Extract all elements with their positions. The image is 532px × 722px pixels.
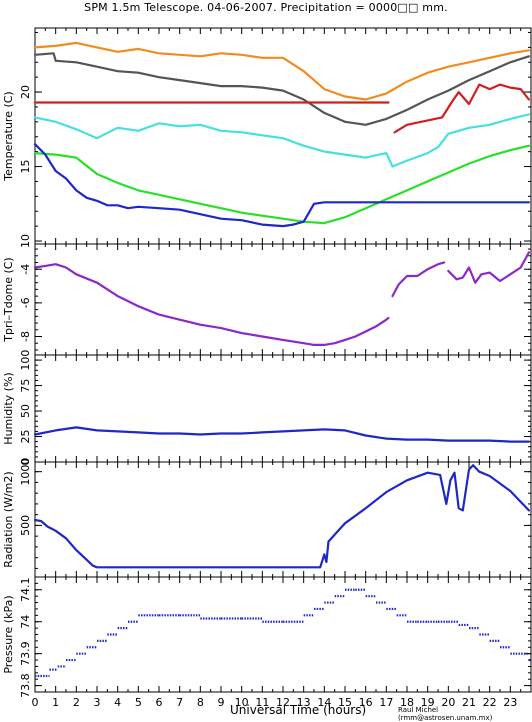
series-line <box>447 251 531 284</box>
y-tick-label: -4 <box>19 264 32 275</box>
x-tick-label: 23 <box>503 696 517 709</box>
y-tick-label: 25 <box>19 430 32 444</box>
y-axis-label: Temperature (C) <box>2 91 15 181</box>
y-axis-label: Tpri–Tdome (C) <box>2 257 15 342</box>
x-axis-label: Universal Time (hours) <box>230 703 367 717</box>
x-tick-label: 3 <box>94 696 101 709</box>
x-tick-label: 16 <box>359 696 373 709</box>
panel-frame <box>34 461 532 578</box>
y-tick-label: 500 <box>19 515 32 536</box>
series-line <box>33 113 531 168</box>
y-axis-label: Radiation (W/m2) <box>2 471 15 567</box>
x-tick-label: 17 <box>379 696 393 709</box>
series-line <box>33 426 531 443</box>
x-tick-label: 7 <box>176 696 183 709</box>
x-tick-label: 15 <box>338 696 352 709</box>
panel-frame <box>34 243 532 356</box>
y-tick-label: -6 <box>19 297 32 308</box>
series-line <box>33 143 531 228</box>
y-tick-label: 15 <box>19 160 32 174</box>
y-tick-label: 74.1 <box>19 578 32 603</box>
x-tick-label: 18 <box>400 696 414 709</box>
y-axis-label: Pressure (kPa) <box>2 595 15 673</box>
x-tick-label: 10 <box>235 696 249 709</box>
y-tick-label: 75 <box>19 379 32 393</box>
series-line <box>33 464 531 569</box>
y-tick-label: 1000 <box>19 458 32 486</box>
x-tick-label: 13 <box>297 696 311 709</box>
x-tick-label: 2 <box>73 696 80 709</box>
x-tick-label: 22 <box>483 696 497 709</box>
x-tick-label: 12 <box>276 696 290 709</box>
y-tick-label: 74 <box>19 615 32 629</box>
y-axis-label: Humidity (%) <box>2 372 15 444</box>
y-tick-label: 0 <box>19 459 32 466</box>
x-tick-label: 11 <box>255 696 269 709</box>
y-tick-label: 73.9 <box>19 641 32 666</box>
series-line <box>33 41 531 101</box>
x-tick-label: 1 <box>52 696 59 709</box>
series-line <box>393 83 531 134</box>
x-tick-label: 19 <box>421 696 435 709</box>
panel-frame <box>34 354 532 463</box>
y-tick-label: 50 <box>19 404 32 418</box>
x-tick-label: 6 <box>156 696 163 709</box>
series-line <box>391 261 446 298</box>
credit-text: Raul Michel (rmm@astrosen.unam.mx) <box>398 706 493 722</box>
series-line <box>33 263 390 346</box>
y-tick-label: 10 <box>19 234 32 248</box>
series-line <box>33 144 531 225</box>
x-tick-label: 4 <box>114 696 121 709</box>
chart-title: SPM 1.5m Telescope. 04-06-2007. Precipit… <box>84 1 448 14</box>
y-tick-label: 73.8 <box>19 673 32 698</box>
x-tick-label: 9 <box>218 696 225 709</box>
series-line <box>33 52 531 126</box>
x-tick-label: 5 <box>135 696 142 709</box>
x-tick-label: 8 <box>197 696 204 709</box>
x-tick-label: 14 <box>317 696 331 709</box>
y-tick-label: -8 <box>19 331 32 342</box>
panel-frame <box>34 576 532 693</box>
x-tick-label: 0 <box>32 696 39 709</box>
panel-frame <box>34 27 532 245</box>
x-tick-label: 20 <box>441 696 455 709</box>
y-tick-label: 100 <box>19 350 32 371</box>
x-tick-label: 21 <box>462 696 476 709</box>
y-tick-label: 20 <box>19 85 32 99</box>
